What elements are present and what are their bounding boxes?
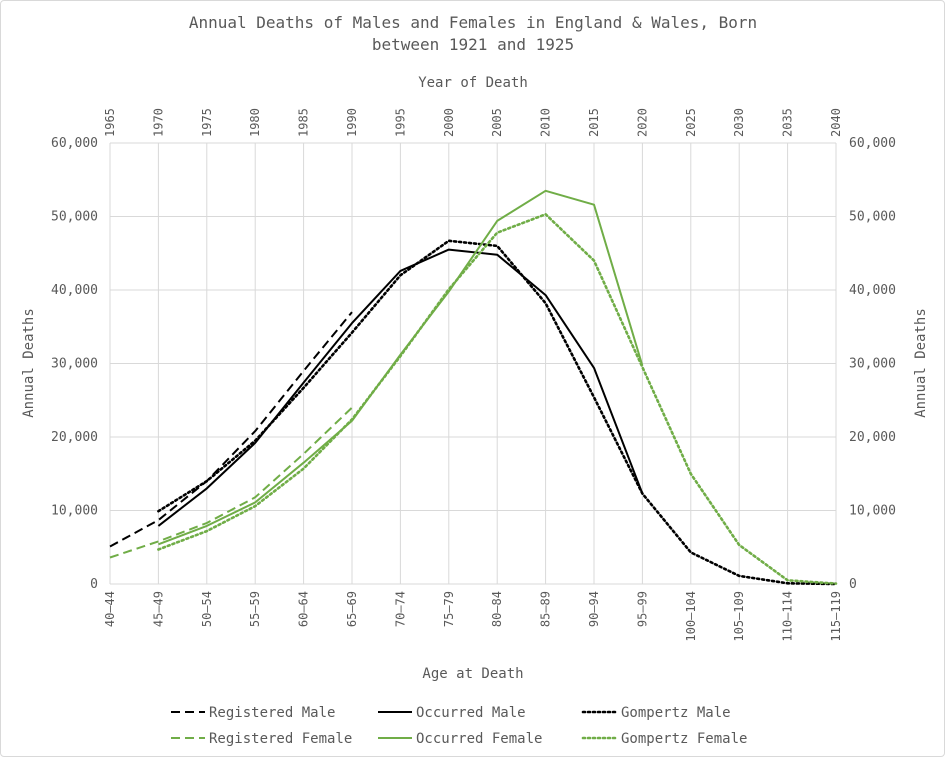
- top-tick-label: 1985: [297, 108, 311, 137]
- x-tick-label: 50–54: [200, 591, 214, 627]
- series-line-gompertz-male: [157, 239, 838, 586]
- top-tick-label: 1980: [248, 108, 262, 137]
- top-tick-label: 2040: [829, 108, 843, 137]
- legend: Registered Male Occurred Male Gompertz Mal…: [171, 705, 747, 747]
- legend-label: Occurred Female: [416, 731, 542, 747]
- top-axis-title: Year of Death: [418, 75, 528, 91]
- top-tick-label: 2035: [781, 108, 795, 137]
- legend-label: Occurred Male: [416, 705, 526, 721]
- x-tick-label: 55–59: [248, 591, 262, 627]
- y-tick-label-left: 0: [90, 577, 98, 592]
- x-tick-label: 45–49: [151, 591, 165, 627]
- x-tick-label: 115–119: [829, 591, 843, 642]
- legend-label: Gompertz Male: [621, 705, 731, 721]
- top-tick-label: 2025: [684, 108, 698, 137]
- top-tick-label: 1990: [345, 108, 359, 137]
- top-tick-label: 1970: [151, 108, 165, 137]
- x-tick-label: 110–114: [781, 591, 795, 642]
- x-tick-label: 40–44: [103, 591, 117, 627]
- x-axis-title: Age at Death: [422, 666, 523, 682]
- top-tick-label: 2030: [732, 108, 746, 137]
- series-line-occurred-male: [157, 248, 644, 527]
- top-tick-label: 2000: [442, 108, 456, 137]
- x-tick-label: 105–109: [732, 591, 746, 642]
- y-axis-title-right: Annual Deaths: [913, 308, 929, 418]
- top-tick-label: 2020: [635, 108, 649, 137]
- y-tick-label-right: 50,000: [849, 210, 896, 225]
- top-tick-label: 1965: [103, 108, 117, 137]
- series-line-registered-male: [109, 311, 353, 548]
- y-tick-label-left: 30,000: [51, 357, 98, 372]
- series-line-gompertz-female: [157, 213, 838, 585]
- y-tick-label-right: 30,000: [849, 357, 896, 372]
- x-tick-label: 60–64: [297, 591, 311, 627]
- series-line-registered-female: [109, 406, 353, 559]
- legend-label: Gompertz Female: [621, 731, 747, 747]
- y-tick-label-right: 10,000: [849, 504, 896, 519]
- y-tick-label-right: 40,000: [849, 283, 896, 298]
- y-tick-label-left: 60,000: [51, 136, 98, 151]
- x-tick-label: 75–79: [442, 591, 456, 627]
- chart-title-line-1: Annual Deaths of Males and Females in En…: [189, 13, 757, 32]
- chart-title-line-2: between 1921 and 1925: [372, 35, 574, 54]
- y-tick-label-left: 40,000: [51, 283, 98, 298]
- y-tick-label-right: 20,000: [849, 430, 896, 445]
- legend-label: Registered Female: [209, 731, 352, 747]
- top-tick-label: 2010: [539, 108, 553, 137]
- tick-labels: 0 0 10,000 10,000 20,000 20,000 30,000 30,000 40…: [51, 108, 896, 641]
- y-tick-label-right: 60,000: [849, 136, 896, 151]
- y-axis-title-left: Annual Deaths: [21, 308, 37, 418]
- y-tick-label-left: 50,000: [51, 210, 98, 225]
- y-tick-label-left: 10,000: [51, 504, 98, 519]
- top-tick-label: 1975: [200, 108, 214, 137]
- x-tick-label: 90–94: [587, 591, 601, 627]
- x-tick-label: 70–74: [393, 591, 407, 627]
- top-tick-label: 2015: [587, 108, 601, 137]
- grid: [109, 142, 837, 585]
- top-tick-label: 1995: [393, 108, 407, 137]
- legend-label: Registered Male: [209, 705, 335, 721]
- x-tick-label: 95–99: [635, 591, 649, 627]
- series-lines: [109, 189, 838, 586]
- x-tick-label: 80–84: [490, 591, 504, 627]
- y-tick-label-right: 0: [849, 577, 857, 592]
- x-tick-label: 85–89: [539, 591, 553, 627]
- x-tick-label: 100–104: [684, 591, 698, 642]
- y-tick-label-left: 20,000: [51, 430, 98, 445]
- top-tick-label: 2005: [490, 108, 504, 137]
- x-tick-label: 65–69: [345, 591, 359, 627]
